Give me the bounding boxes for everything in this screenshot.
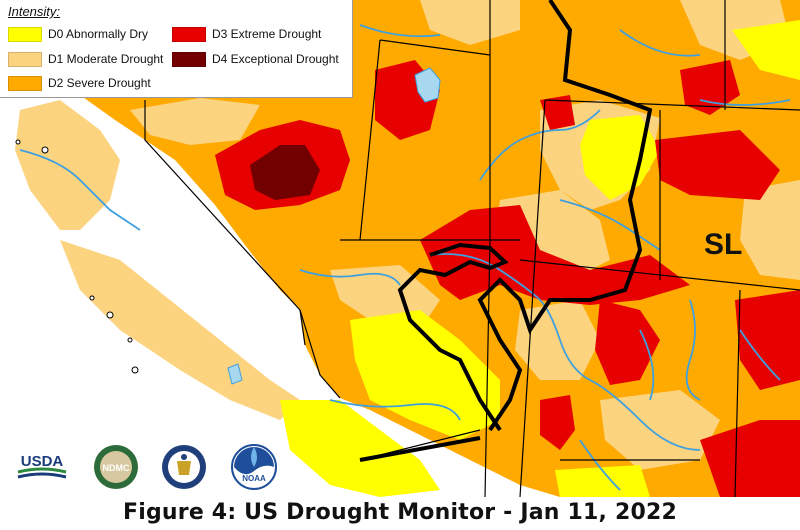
legend-item-d4: D4 Exceptional Drought — [172, 50, 339, 68]
legend-swatch — [8, 75, 42, 91]
state-border — [544, 99, 800, 111]
state-border — [484, 239, 491, 497]
legend: Intensity: D0 Abnormally Dry D1 Moderate… — [0, 0, 353, 98]
river — [685, 299, 701, 401]
river — [299, 269, 401, 286]
d3-area — [540, 395, 575, 450]
usda-logo: USDA — [16, 450, 68, 484]
island — [89, 295, 95, 301]
d1-area — [15, 100, 120, 230]
state-border — [379, 39, 491, 56]
great-salt-lake — [414, 67, 441, 103]
figure-caption: Figure 4: US Drought Monitor - Jan 11, 2… — [123, 500, 677, 525]
ndmc-logo-text: NDMC — [103, 463, 130, 473]
noaa-logo-text: NOAA — [242, 474, 266, 483]
river — [359, 24, 441, 38]
river — [699, 99, 791, 106]
d4-area — [250, 145, 320, 200]
island — [127, 337, 133, 343]
state-border — [519, 99, 546, 497]
river — [559, 199, 661, 251]
river — [579, 439, 621, 491]
drought-map — [0, 0, 800, 497]
salton-sea — [227, 363, 243, 385]
d3-area — [420, 205, 690, 305]
outline-boundary — [359, 436, 481, 462]
state-border — [144, 100, 306, 346]
legend-item-d0: D0 Abnormally Dry — [8, 25, 148, 43]
river — [429, 253, 701, 451]
ndmc-logo: NDMC — [92, 443, 140, 491]
outline-boundary — [477, 0, 653, 432]
river — [739, 329, 781, 381]
island — [15, 139, 21, 145]
river — [619, 29, 701, 57]
d3-area — [655, 130, 780, 200]
d1-area — [130, 98, 260, 145]
legend-label: D3 Extreme Drought — [212, 27, 322, 41]
outline-boundary — [397, 242, 509, 432]
d0-area — [555, 465, 650, 497]
d3-area — [735, 290, 800, 390]
usda-logo-text: USDA — [21, 453, 64, 470]
river — [19, 149, 141, 231]
legend-label: D2 Severe Drought — [48, 76, 151, 90]
d0-area — [580, 115, 660, 200]
legend-swatch — [172, 51, 206, 67]
d0-area — [280, 400, 440, 497]
legend-label: D0 Abnormally Dry — [48, 27, 149, 41]
island — [131, 366, 139, 374]
island — [41, 146, 49, 154]
state-border — [359, 39, 381, 241]
legend-swatch — [8, 51, 42, 67]
d0-area — [732, 20, 800, 80]
legend-title: Intensity: — [8, 4, 61, 19]
d3-area — [540, 95, 575, 130]
state-border — [299, 309, 341, 399]
legend-item-d3: D3 Extreme Drought — [172, 25, 321, 43]
state-border — [734, 289, 741, 497]
noaa-logo: NOAA — [230, 443, 278, 491]
legend-item-d1: D1 Moderate Drought — [8, 50, 163, 68]
legend-item-d2: D2 Severe Drought — [8, 74, 151, 92]
doc-seal-logo — [160, 443, 208, 491]
d1-area — [420, 0, 520, 45]
river — [329, 399, 461, 421]
d3-area — [595, 300, 660, 385]
legend-label: D4 Exceptional Drought — [212, 52, 339, 66]
d3-area — [700, 420, 800, 497]
river — [479, 109, 601, 181]
legend-swatch — [172, 26, 206, 42]
state-border — [519, 259, 800, 291]
river — [639, 329, 655, 401]
d1-area — [740, 180, 800, 280]
island — [106, 311, 114, 319]
region-label: SL — [704, 228, 743, 261]
legend-swatch — [8, 26, 42, 42]
legend-label: D1 Moderate Drought — [48, 52, 164, 66]
